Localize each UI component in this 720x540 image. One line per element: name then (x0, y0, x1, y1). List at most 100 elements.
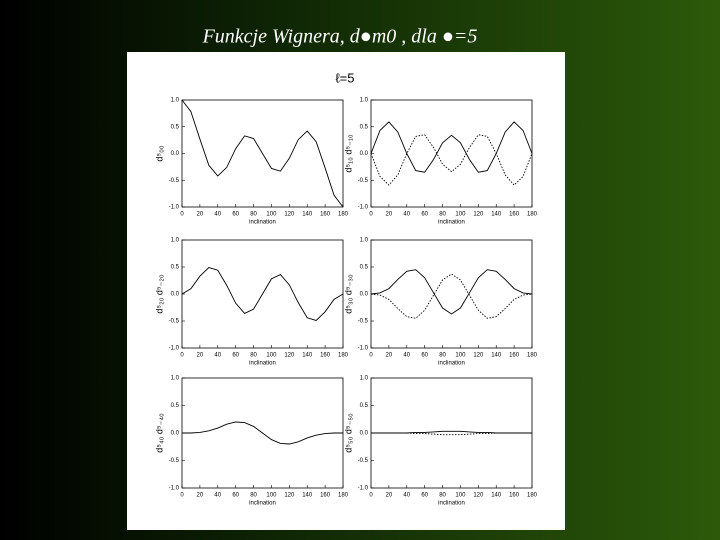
y-tick-label: 1.0 (360, 98, 369, 104)
y-axis-label: d⁵₀₀ (154, 145, 164, 161)
y-tick-label: 0.5 (171, 403, 180, 409)
x-tick-label: 0 (369, 493, 373, 499)
x-tick-label: 0 (180, 493, 184, 499)
y-tick-label: -0.5 (169, 458, 180, 464)
y-tick-label: 0.0 (171, 151, 180, 157)
y-tick-label: 0.0 (360, 292, 369, 298)
x-tick-label: 100 (455, 493, 466, 499)
x-tick-label: 140 (491, 212, 502, 218)
y-tick-label: -1.0 (169, 486, 180, 492)
x-tick-label: 80 (439, 493, 446, 499)
subplot: 0 20 40 60 80 100 120 140 160 180 -1.0 -0.5 0.0 0.5 1.… (343, 98, 537, 226)
series-line (181, 267, 344, 321)
x-tick-label: 20 (386, 212, 393, 218)
x-tick-label: 180 (338, 353, 349, 359)
subplot: 0 20 40 60 80 100 120 140 160 180 -1.0 -0.5 0.0 0.5 1.… (343, 238, 537, 367)
x-tick-label: 40 (403, 493, 410, 499)
series-line (370, 269, 533, 315)
y-tick-label: 0.0 (360, 431, 369, 437)
subplot: 0 20 40 60 80 100 120 140 160 180 -1.0 -0.5 0.0 0.5 1.… (343, 376, 537, 507)
y-tick-label: 1.0 (171, 238, 180, 244)
x-tick-label: 100 (266, 212, 277, 218)
series-line (370, 273, 533, 319)
x-tick-label: 120 (473, 212, 484, 218)
x-tick-label: 100 (266, 493, 277, 499)
x-tick-label: 40 (403, 353, 410, 359)
y-tick-label: -1.0 (358, 486, 369, 492)
y-tick-label: 0.0 (171, 431, 180, 437)
x-tick-label: 140 (302, 493, 313, 499)
y-axis-label: d⁵₂₀ d⁵₋₂₀ (154, 274, 164, 313)
x-tick-label: 120 (284, 212, 295, 218)
x-tick-label: 140 (491, 353, 502, 359)
y-axis-label: d⁵₁₀ d⁵₋₁₀ (343, 134, 353, 173)
x-tick-label: 0 (180, 353, 184, 359)
y-tick-label: -0.5 (169, 178, 180, 184)
y-axis-label: d⁵₄₀ d⁵₋₄₀ (154, 413, 164, 453)
y-axis-label: d⁵₃₀ d⁵₋₃₀ (343, 274, 353, 314)
y-tick-label: 0.0 (171, 292, 180, 298)
x-axis-label: inclination (249, 361, 276, 367)
y-tick-label: -1.0 (358, 346, 369, 352)
x-tick-label: 60 (421, 212, 428, 218)
x-tick-label: 80 (439, 212, 446, 218)
y-tick-label: -0.5 (358, 458, 369, 464)
x-tick-label: 180 (527, 493, 538, 499)
x-tick-label: 80 (439, 353, 446, 359)
y-tick-label: 0.5 (360, 403, 369, 409)
x-tick-label: 180 (338, 212, 349, 218)
x-tick-label: 80 (250, 353, 257, 359)
x-tick-label: 0 (180, 212, 184, 218)
x-tick-label: 80 (250, 493, 257, 499)
x-axis-label: inclination (438, 501, 465, 507)
x-tick-label: 140 (302, 353, 313, 359)
x-tick-label: 100 (455, 353, 466, 359)
x-tick-label: 120 (284, 493, 295, 499)
x-tick-label: 160 (320, 353, 331, 359)
x-tick-label: 20 (197, 493, 204, 499)
x-tick-label: 160 (509, 212, 520, 218)
y-tick-label: -1.0 (169, 205, 180, 211)
x-tick-label: 60 (232, 493, 239, 499)
x-tick-label: 100 (266, 353, 277, 359)
figure-panel (127, 52, 565, 530)
series-line (370, 134, 533, 186)
y-tick-label: 1.0 (171, 98, 180, 104)
x-tick-label: 160 (320, 212, 331, 218)
x-tick-label: 0 (369, 212, 373, 218)
y-tick-label: 0.0 (360, 151, 369, 157)
y-tick-label: 0.5 (171, 265, 180, 271)
slide-title: Funkcje Wignera, d●m0 , dla ●=5 (202, 26, 478, 48)
x-tick-label: 60 (232, 353, 239, 359)
series-line (371, 430, 532, 434)
y-tick-label: -0.5 (169, 319, 180, 325)
y-tick-label: 0.5 (360, 265, 369, 271)
series-line (370, 121, 533, 173)
x-tick-label: 20 (386, 353, 393, 359)
x-tick-label: 20 (197, 353, 204, 359)
x-tick-label: 100 (455, 212, 466, 218)
x-axis-label: inclination (438, 220, 465, 226)
x-tick-label: 120 (284, 353, 295, 359)
x-tick-label: 160 (509, 493, 520, 499)
x-tick-label: 60 (421, 493, 428, 499)
series-line (181, 99, 344, 208)
x-tick-label: 80 (250, 212, 257, 218)
x-tick-label: 180 (338, 493, 349, 499)
x-tick-label: 60 (232, 212, 239, 218)
x-tick-label: 40 (403, 212, 410, 218)
x-tick-label: 160 (320, 493, 331, 499)
x-tick-label: 40 (214, 493, 221, 499)
y-tick-label: -0.5 (358, 178, 369, 184)
y-tick-label: 1.0 (360, 238, 369, 244)
x-tick-label: 20 (386, 493, 393, 499)
x-tick-label: 40 (214, 353, 221, 359)
x-tick-label: 120 (473, 353, 484, 359)
y-tick-label: 1.0 (171, 376, 180, 382)
x-axis-label: inclination (249, 501, 276, 507)
x-tick-label: 60 (421, 353, 428, 359)
x-tick-label: 180 (527, 212, 538, 218)
x-tick-label: 20 (197, 212, 204, 218)
